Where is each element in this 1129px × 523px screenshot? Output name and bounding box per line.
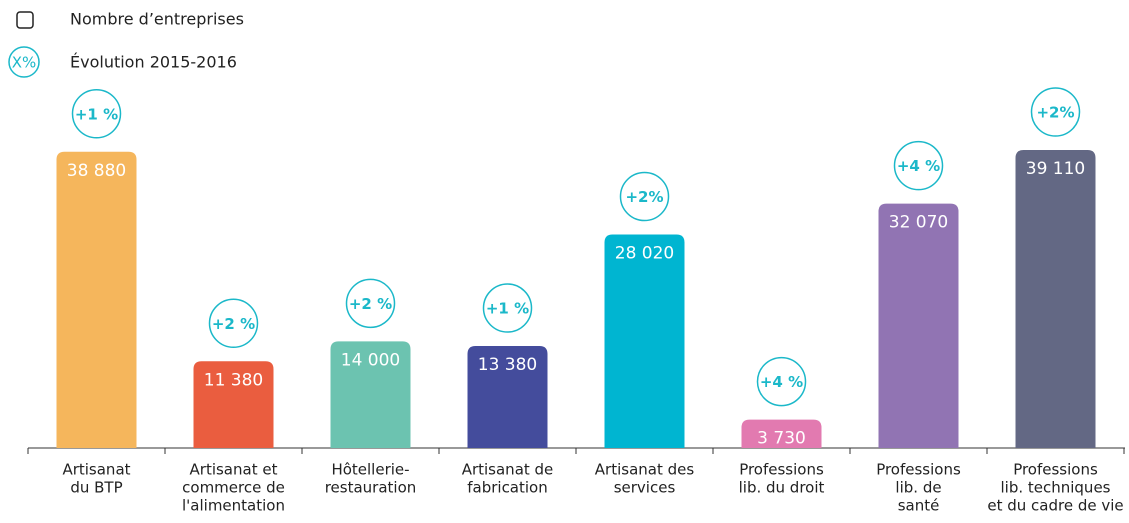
legend-growth: Évolution 2015-2016 <box>70 53 237 72</box>
growth-label: +2% <box>1036 104 1074 122</box>
growth-circle <box>345 278 396 329</box>
legend-count: Nombre d’entreprises <box>70 10 244 29</box>
x-tick-label: Artisanat et <box>190 461 278 479</box>
x-tick-label: lib. techniques <box>1000 479 1110 497</box>
value-label: 3 730 <box>757 429 806 449</box>
value-label: 38 880 <box>67 161 126 181</box>
x-tick-label: Professions <box>739 461 824 479</box>
growth-label: +2 % <box>349 295 392 313</box>
bar <box>1015 150 1096 448</box>
x-tick-label: Professions <box>1013 461 1098 479</box>
x-tick-label: lib. du droit <box>739 479 825 497</box>
growth-circle <box>756 356 807 407</box>
x-tick-label: Hôtellerie- <box>331 461 409 479</box>
value-label: 28 020 <box>615 244 674 264</box>
legend-circle <box>8 46 40 78</box>
growth-circle <box>482 283 533 333</box>
x-tick-label: santé <box>898 497 940 515</box>
legend-symbol: X% <box>12 54 37 72</box>
growth-circle <box>208 298 259 349</box>
bar <box>467 346 548 448</box>
x-tick-label: lib. de <box>895 479 941 497</box>
legend-square <box>16 11 34 29</box>
growth-label: +4 % <box>760 373 803 391</box>
value-label: 11 380 <box>204 370 263 390</box>
x-tick-label: commerce de <box>182 479 285 497</box>
x-tick-label: l'alimentation <box>182 497 285 515</box>
value-label: 13 380 <box>478 355 537 375</box>
x-tick-label: Artisanat de <box>462 461 554 479</box>
value-label: 14 000 <box>341 350 400 370</box>
growth-label: +1 % <box>75 105 118 123</box>
x-tick-label: et du cadre de vie <box>987 497 1123 515</box>
x-tick-label: services <box>614 479 676 497</box>
growth-label: +2% <box>625 188 663 206</box>
growth-circle <box>1030 87 1081 137</box>
x-tick-label: Professions <box>876 461 961 479</box>
bar <box>878 203 959 448</box>
bar <box>330 341 411 448</box>
x-tick-label: fabrication <box>467 479 548 497</box>
growth-circle <box>619 171 670 222</box>
bar <box>604 234 685 448</box>
growth-circle <box>71 89 122 139</box>
x-tick-label: restauration <box>325 479 417 497</box>
bar <box>741 419 822 448</box>
value-label: 39 110 <box>1026 159 1085 179</box>
growth-circle <box>893 140 944 191</box>
bar <box>193 361 274 448</box>
bar <box>56 151 137 448</box>
growth-label: +1 % <box>486 300 529 318</box>
growth-label: +4 % <box>897 157 940 175</box>
x-tick-label: Artisanat <box>62 461 130 479</box>
x-tick-label: Artisanat des <box>595 461 695 479</box>
growth-label: +2 % <box>212 315 255 333</box>
value-label: 32 070 <box>889 213 948 233</box>
x-tick-label: du BTP <box>70 479 122 497</box>
